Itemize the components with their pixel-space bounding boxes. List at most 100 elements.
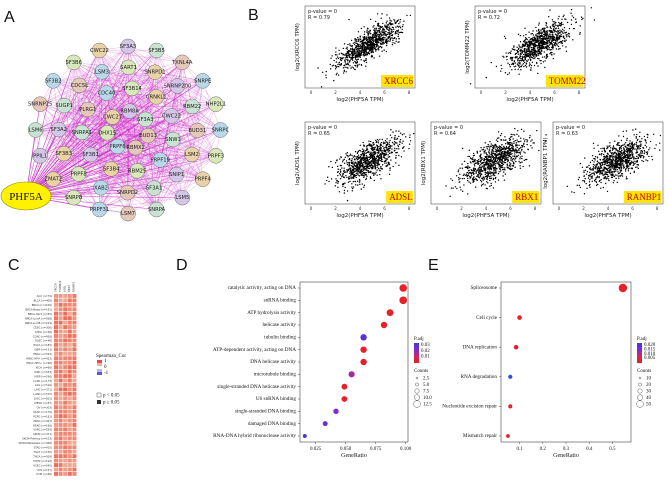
scatter-point (519, 162, 521, 164)
scatter-point (517, 151, 519, 154)
scatter-point (528, 42, 531, 45)
scatter-point (341, 57, 344, 60)
scatter-point (474, 178, 476, 181)
scatter-point (511, 144, 514, 146)
network-edge (147, 135, 183, 198)
scatter-point (386, 162, 388, 164)
scatter-point (653, 133, 655, 136)
scatter-point (500, 70, 502, 72)
scatter-point (642, 154, 644, 157)
scatter-point (484, 184, 486, 186)
network-node-label: SF3B5 (148, 48, 164, 54)
scatter-point (658, 149, 661, 151)
scatter-point (389, 139, 391, 142)
scatter-point (340, 170, 342, 172)
scatter-point (357, 165, 359, 168)
scatter-point (379, 42, 382, 44)
scatter-point (385, 41, 388, 44)
scatter-point (381, 30, 383, 32)
scatter-point (528, 65, 531, 67)
scatter-point (568, 36, 571, 38)
scatter-point (364, 49, 366, 51)
scatter-point (375, 152, 377, 154)
gene-tag: RBX1 (515, 192, 538, 202)
scatter-point (473, 165, 476, 167)
scatter-point (543, 56, 546, 58)
scatter-point (505, 148, 507, 150)
network-node: XAB2 (93, 180, 109, 196)
scatter-point (498, 164, 501, 166)
network-node: LSM6 (27, 122, 44, 138)
scatter-point (366, 43, 369, 45)
network-edge (25, 135, 149, 197)
scatter-point (554, 43, 556, 45)
scatter-point (532, 46, 534, 49)
scatter-point (392, 165, 394, 168)
scatter-point (361, 46, 364, 49)
scatter-point (556, 36, 558, 38)
scatter-point (367, 34, 369, 36)
scatter-point (369, 176, 372, 178)
scatter-point (491, 154, 493, 156)
scatter-point (349, 180, 351, 183)
scatter-point (486, 148, 488, 150)
network-edge (145, 119, 203, 180)
scatter-point (536, 129, 538, 132)
scatter-point (363, 53, 365, 55)
scatter-point (546, 31, 548, 34)
scatter-point (547, 45, 549, 47)
hub-label: PHF5A (9, 191, 43, 203)
scatter-point (380, 35, 382, 37)
scatter-point (479, 166, 481, 168)
network-node: PRPF31 (90, 201, 109, 218)
scatter-point (570, 19, 573, 21)
scatter-point (350, 53, 353, 55)
scatter-point (370, 33, 372, 35)
scatter-point (536, 50, 538, 53)
scatter-point (495, 168, 498, 170)
scatter-point (376, 174, 378, 176)
scatter-point (377, 152, 379, 154)
scatter-point (552, 21, 554, 23)
scatter-point (487, 158, 489, 160)
scatter-point (379, 45, 382, 48)
scatter-point (352, 48, 355, 51)
scatter-point (374, 20, 377, 23)
scatter-point (381, 46, 383, 48)
scatter-point (545, 47, 548, 49)
scatter-point (480, 147, 482, 149)
scatter-point (350, 177, 352, 179)
scatter-point (350, 174, 352, 176)
gene-tag: TOMM22 (549, 76, 586, 86)
network-node-circle (27, 122, 44, 138)
scatter-point (485, 146, 488, 148)
network-node-label: ZMAT2 (44, 177, 62, 183)
scatter-point (572, 16, 575, 19)
network-node: SNRPA (148, 201, 166, 218)
scatter-point (543, 27, 545, 29)
scatter-point (558, 31, 560, 33)
scatter-point (543, 37, 545, 39)
network-node-circle (103, 161, 119, 177)
scatter-point (387, 156, 389, 158)
scatter-point (594, 171, 596, 173)
scatter-point (520, 65, 522, 68)
scatter-point (364, 46, 366, 49)
scatter-point (363, 33, 366, 35)
network-node-label: PRPF6 (109, 144, 125, 150)
scatter-point (535, 45, 537, 48)
scatter-point (614, 168, 617, 171)
scatter-point (384, 160, 387, 163)
scatter-point (596, 172, 598, 174)
scatter-point (357, 167, 359, 169)
scatter-point (480, 179, 482, 182)
scatter-point (325, 77, 327, 79)
scatter-point (524, 37, 527, 39)
scatter-point (378, 27, 380, 30)
scatter-point (394, 31, 397, 33)
network-node: SNRPD1 (144, 64, 166, 80)
network-node-circle (152, 152, 168, 168)
scatter-point (332, 64, 335, 66)
scatter-point (598, 175, 600, 178)
scatter-point (538, 42, 541, 44)
